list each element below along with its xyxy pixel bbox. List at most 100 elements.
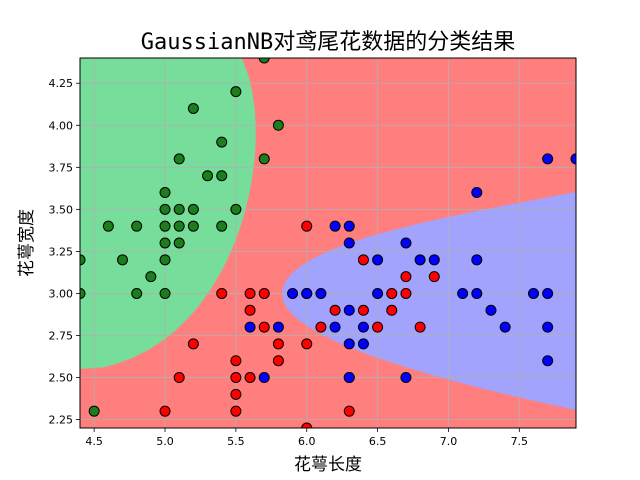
data-point-class2	[471, 254, 483, 266]
y-tick-label: 3.25	[49, 245, 74, 258]
y-axis: 2.25 2.50 2.75 3.00 3.25 3.50 3.75 4.00 4.25	[49, 77, 80, 427]
data-point-class2	[542, 355, 554, 367]
data-point-class1	[329, 304, 341, 316]
data-point-class2	[272, 321, 284, 333]
data-point-class2	[343, 237, 355, 249]
y-tick-label: 2.50	[49, 372, 74, 385]
y-tick-label: 4.00	[49, 119, 74, 132]
data-point-class2	[570, 153, 576, 165]
data-point-class0	[159, 287, 171, 299]
data-point-class0	[159, 237, 171, 249]
data-point-class0	[131, 220, 143, 232]
data-point-class1	[357, 304, 369, 316]
data-point-class1	[414, 321, 426, 333]
data-point-class0	[216, 170, 228, 182]
y-tick-label: 3.50	[49, 203, 74, 216]
data-point-class1	[272, 338, 284, 350]
data-point-class0	[145, 271, 157, 283]
y-tick-label: 3.00	[49, 287, 74, 300]
data-point-class2	[343, 220, 355, 232]
x-tick-label: 6.0	[298, 435, 316, 448]
data-point-class0	[159, 220, 171, 232]
data-point-class2	[343, 338, 355, 350]
data-point-class0	[159, 203, 171, 215]
data-point-class0	[272, 119, 284, 131]
data-point-class2	[315, 287, 327, 299]
data-point-class0	[131, 287, 143, 299]
data-point-class1	[301, 422, 313, 428]
data-point-class0	[173, 203, 185, 215]
data-point-class1	[357, 254, 369, 266]
data-point-class2	[457, 287, 469, 299]
data-point-class0	[102, 220, 114, 232]
data-point-class2	[329, 220, 341, 232]
data-point-class0	[230, 86, 242, 98]
x-tick-label: 6.5	[369, 435, 387, 448]
data-point-class2	[343, 372, 355, 384]
data-point-class1	[301, 338, 313, 350]
y-tick-label: 3.75	[49, 161, 74, 174]
grid-lines	[80, 58, 576, 428]
data-point-class1	[187, 338, 199, 350]
data-point-class0	[159, 254, 171, 266]
data-point-class0	[88, 405, 100, 417]
y-axis-title: 花萼宽度	[17, 209, 37, 277]
data-point-class0	[173, 220, 185, 232]
y-tick-label: 2.25	[49, 414, 74, 427]
data-point-class0	[159, 187, 171, 199]
x-tick-label: 5.0	[156, 435, 174, 448]
data-point-class1	[258, 321, 270, 333]
data-point-class2	[428, 254, 440, 266]
data-point-class0	[258, 153, 270, 165]
data-point-class2	[527, 287, 539, 299]
data-point-class1	[230, 355, 242, 367]
data-point-class2	[287, 287, 299, 299]
data-point-class0	[117, 254, 129, 266]
plot-area	[80, 58, 576, 428]
x-tick-label: 5.5	[227, 435, 245, 448]
data-point-class2	[400, 372, 412, 384]
data-point-class1	[400, 271, 412, 283]
data-point-class2	[471, 187, 483, 199]
data-point-class1	[173, 372, 185, 384]
data-point-class2	[357, 338, 369, 350]
data-point-class1	[400, 287, 412, 299]
data-point-class1	[216, 287, 228, 299]
data-point-class2	[471, 287, 483, 299]
data-point-class1	[244, 372, 256, 384]
data-point-class1	[230, 388, 242, 400]
data-point-class0	[80, 287, 86, 299]
chart-title: GaussianNB对鸢尾花数据的分类结果	[141, 30, 515, 55]
data-point-class2	[414, 254, 426, 266]
data-point-class1	[372, 321, 384, 333]
data-point-class1	[244, 304, 256, 316]
data-point-class2	[301, 287, 313, 299]
data-point-class0	[216, 220, 228, 232]
data-point-class2	[372, 287, 384, 299]
data-point-class0	[258, 58, 270, 64]
data-point-class0	[187, 102, 199, 114]
data-point-class2	[485, 304, 497, 316]
data-point-class1	[258, 287, 270, 299]
data-point-class2	[343, 304, 355, 316]
data-point-class0	[202, 170, 214, 182]
data-point-class1	[343, 405, 355, 417]
data-point-class1	[230, 405, 242, 417]
data-point-class2	[400, 237, 412, 249]
data-point-class2	[372, 254, 384, 266]
plot-frame	[79, 57, 577, 429]
data-point-class1	[230, 372, 242, 384]
data-point-class0	[216, 136, 228, 148]
data-point-class0	[173, 153, 185, 165]
data-point-class2	[258, 372, 270, 384]
data-point-class2	[357, 321, 369, 333]
data-point-class2	[542, 153, 554, 165]
data-point-class1	[386, 287, 398, 299]
data-point-class0	[80, 254, 86, 266]
data-point-class2	[542, 321, 554, 333]
y-tick-label: 2.75	[49, 330, 74, 343]
data-point-class0	[173, 237, 185, 249]
data-point-class1	[159, 405, 171, 417]
data-point-class1	[272, 355, 284, 367]
